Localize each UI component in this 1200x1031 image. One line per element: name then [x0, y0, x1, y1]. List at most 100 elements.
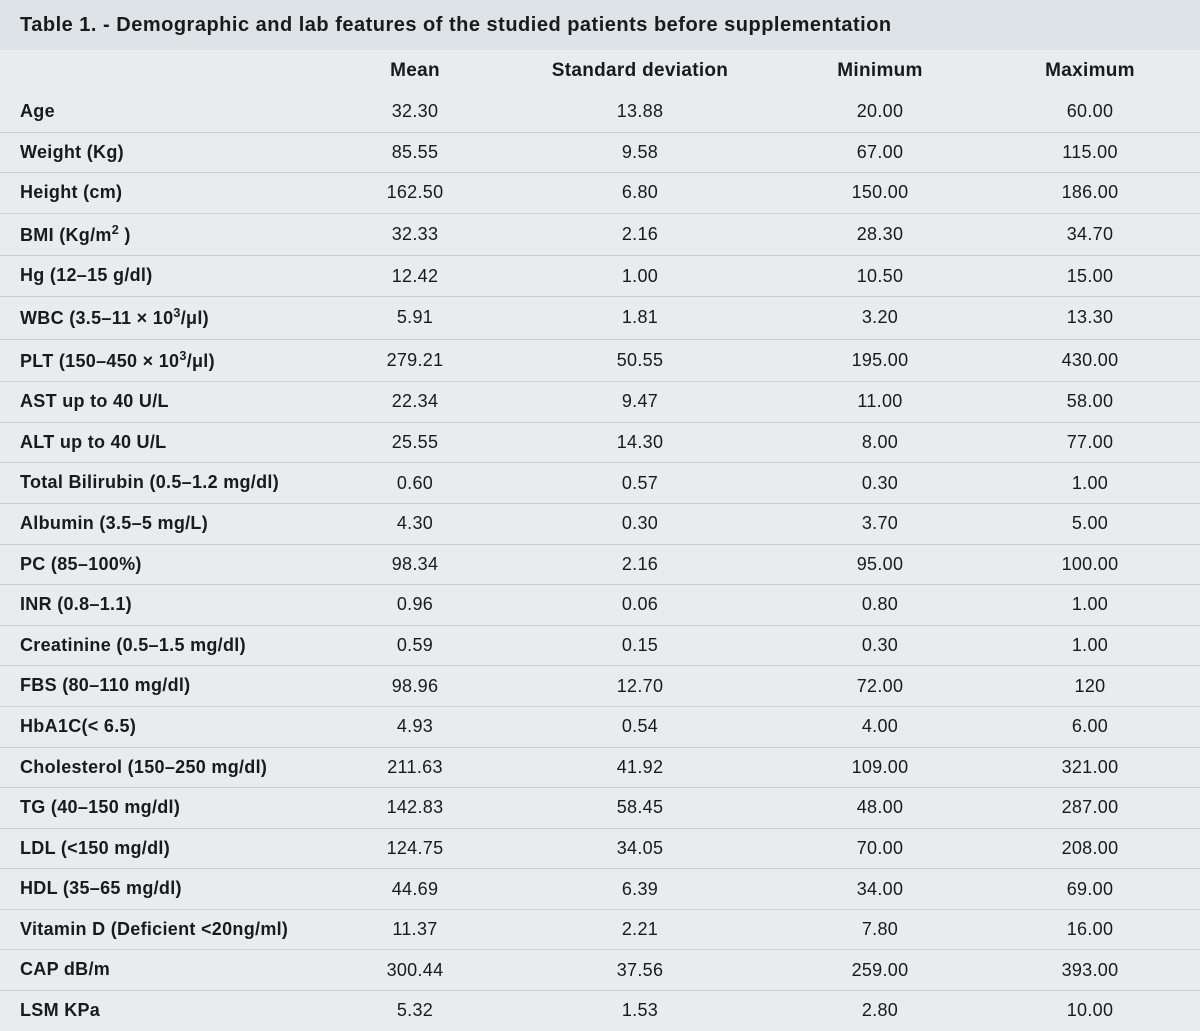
cell-sd: 2.21 — [500, 909, 780, 950]
table-row: PLT (150–450 × 103/μl)279.2150.55195.004… — [0, 339, 1200, 382]
header-empty — [0, 50, 330, 92]
table-row: HbA1C(< 6.5)4.930.544.006.00 — [0, 706, 1200, 747]
cell-mean: 211.63 — [330, 747, 500, 788]
cell-min: 10.50 — [780, 256, 980, 297]
demographics-table: Mean Standard deviation Minimum Maximum … — [0, 50, 1200, 1031]
cell-max: 6.00 — [980, 706, 1200, 747]
table-row: LDL (<150 mg/dl)124.7534.0570.00208.00 — [0, 828, 1200, 869]
row-label: CAP dB/m — [0, 950, 330, 991]
row-label: INR (0.8–1.1) — [0, 585, 330, 626]
cell-max: 15.00 — [980, 256, 1200, 297]
cell-max: 58.00 — [980, 382, 1200, 423]
row-label: ALT up to 40 U/L — [0, 422, 330, 463]
header-mean: Mean — [330, 50, 500, 92]
cell-max: 430.00 — [980, 339, 1200, 382]
row-label: AST up to 40 U/L — [0, 382, 330, 423]
table-row: Hg (12–15 g/dl)12.421.0010.5015.00 — [0, 256, 1200, 297]
table-body: Age32.3013.8820.0060.00Weight (Kg)85.559… — [0, 92, 1200, 1031]
cell-min: 0.30 — [780, 625, 980, 666]
table-row: ALT up to 40 U/L25.5514.308.0077.00 — [0, 422, 1200, 463]
table-row: Height (cm)162.506.80150.00186.00 — [0, 173, 1200, 214]
table-row: Weight (Kg)85.559.5867.00115.00 — [0, 132, 1200, 173]
cell-sd: 37.56 — [500, 950, 780, 991]
cell-max: 208.00 — [980, 828, 1200, 869]
cell-max: 5.00 — [980, 503, 1200, 544]
cell-min: 109.00 — [780, 747, 980, 788]
cell-min: 20.00 — [780, 92, 980, 132]
cell-sd: 0.30 — [500, 503, 780, 544]
row-label: LSM KPa — [0, 991, 330, 1031]
cell-min: 150.00 — [780, 173, 980, 214]
cell-sd: 13.88 — [500, 92, 780, 132]
cell-sd: 41.92 — [500, 747, 780, 788]
cell-min: 8.00 — [780, 422, 980, 463]
row-label: Albumin (3.5–5 mg/L) — [0, 503, 330, 544]
cell-sd: 6.39 — [500, 869, 780, 910]
cell-mean: 32.30 — [330, 92, 500, 132]
cell-max: 13.30 — [980, 296, 1200, 339]
cell-min: 0.80 — [780, 585, 980, 626]
header-max: Maximum — [980, 50, 1200, 92]
cell-sd: 0.57 — [500, 463, 780, 504]
cell-mean: 11.37 — [330, 909, 500, 950]
table-row: CAP dB/m300.4437.56259.00393.00 — [0, 950, 1200, 991]
table-row: Cholesterol (150–250 mg/dl)211.6341.9210… — [0, 747, 1200, 788]
table-title: Table 1. - Demographic and lab features … — [0, 0, 1200, 50]
cell-min: 259.00 — [780, 950, 980, 991]
table-row: INR (0.8–1.1)0.960.060.801.00 — [0, 585, 1200, 626]
row-label: PLT (150–450 × 103/μl) — [0, 339, 330, 382]
row-label: HbA1C(< 6.5) — [0, 706, 330, 747]
cell-sd: 0.06 — [500, 585, 780, 626]
cell-min: 95.00 — [780, 544, 980, 585]
cell-sd: 58.45 — [500, 788, 780, 829]
cell-mean: 0.60 — [330, 463, 500, 504]
cell-sd: 9.58 — [500, 132, 780, 173]
cell-sd: 2.16 — [500, 213, 780, 256]
row-label: Cholesterol (150–250 mg/dl) — [0, 747, 330, 788]
cell-mean: 5.32 — [330, 991, 500, 1031]
row-label: Creatinine (0.5–1.5 mg/dl) — [0, 625, 330, 666]
cell-sd: 34.05 — [500, 828, 780, 869]
cell-sd: 6.80 — [500, 173, 780, 214]
cell-max: 120 — [980, 666, 1200, 707]
row-label: Vitamin D (Deficient <20ng/ml) — [0, 909, 330, 950]
cell-max: 69.00 — [980, 869, 1200, 910]
cell-max: 100.00 — [980, 544, 1200, 585]
cell-max: 393.00 — [980, 950, 1200, 991]
table-row: PC (85–100%)98.342.1695.00100.00 — [0, 544, 1200, 585]
cell-mean: 142.83 — [330, 788, 500, 829]
cell-min: 7.80 — [780, 909, 980, 950]
row-label: Height (cm) — [0, 173, 330, 214]
row-label: FBS (80–110 mg/dl) — [0, 666, 330, 707]
row-label: BMI (Kg/m2 ) — [0, 213, 330, 256]
cell-max: 1.00 — [980, 625, 1200, 666]
cell-min: 48.00 — [780, 788, 980, 829]
cell-min: 70.00 — [780, 828, 980, 869]
cell-mean: 0.96 — [330, 585, 500, 626]
row-label: TG (40–150 mg/dl) — [0, 788, 330, 829]
row-label: Age — [0, 92, 330, 132]
cell-sd: 50.55 — [500, 339, 780, 382]
cell-sd: 0.15 — [500, 625, 780, 666]
table-row: Vitamin D (Deficient <20ng/ml)11.372.217… — [0, 909, 1200, 950]
table-row: Albumin (3.5–5 mg/L)4.300.303.705.00 — [0, 503, 1200, 544]
row-label: HDL (35–65 mg/dl) — [0, 869, 330, 910]
cell-mean: 25.55 — [330, 422, 500, 463]
table-row: BMI (Kg/m2 )32.332.1628.3034.70 — [0, 213, 1200, 256]
table-row: Total Bilirubin (0.5–1.2 mg/dl)0.600.570… — [0, 463, 1200, 504]
cell-min: 34.00 — [780, 869, 980, 910]
cell-max: 115.00 — [980, 132, 1200, 173]
cell-sd: 1.81 — [500, 296, 780, 339]
cell-sd: 9.47 — [500, 382, 780, 423]
cell-mean: 162.50 — [330, 173, 500, 214]
table-row: LSM KPa5.321.532.8010.00 — [0, 991, 1200, 1031]
cell-mean: 4.93 — [330, 706, 500, 747]
table-row: AST up to 40 U/L22.349.4711.0058.00 — [0, 382, 1200, 423]
cell-sd: 1.53 — [500, 991, 780, 1031]
header-row: Mean Standard deviation Minimum Maximum — [0, 50, 1200, 92]
table-row: HDL (35–65 mg/dl)44.696.3934.0069.00 — [0, 869, 1200, 910]
cell-max: 186.00 — [980, 173, 1200, 214]
cell-min: 72.00 — [780, 666, 980, 707]
table-row: FBS (80–110 mg/dl)98.9612.7072.00120 — [0, 666, 1200, 707]
cell-max: 34.70 — [980, 213, 1200, 256]
